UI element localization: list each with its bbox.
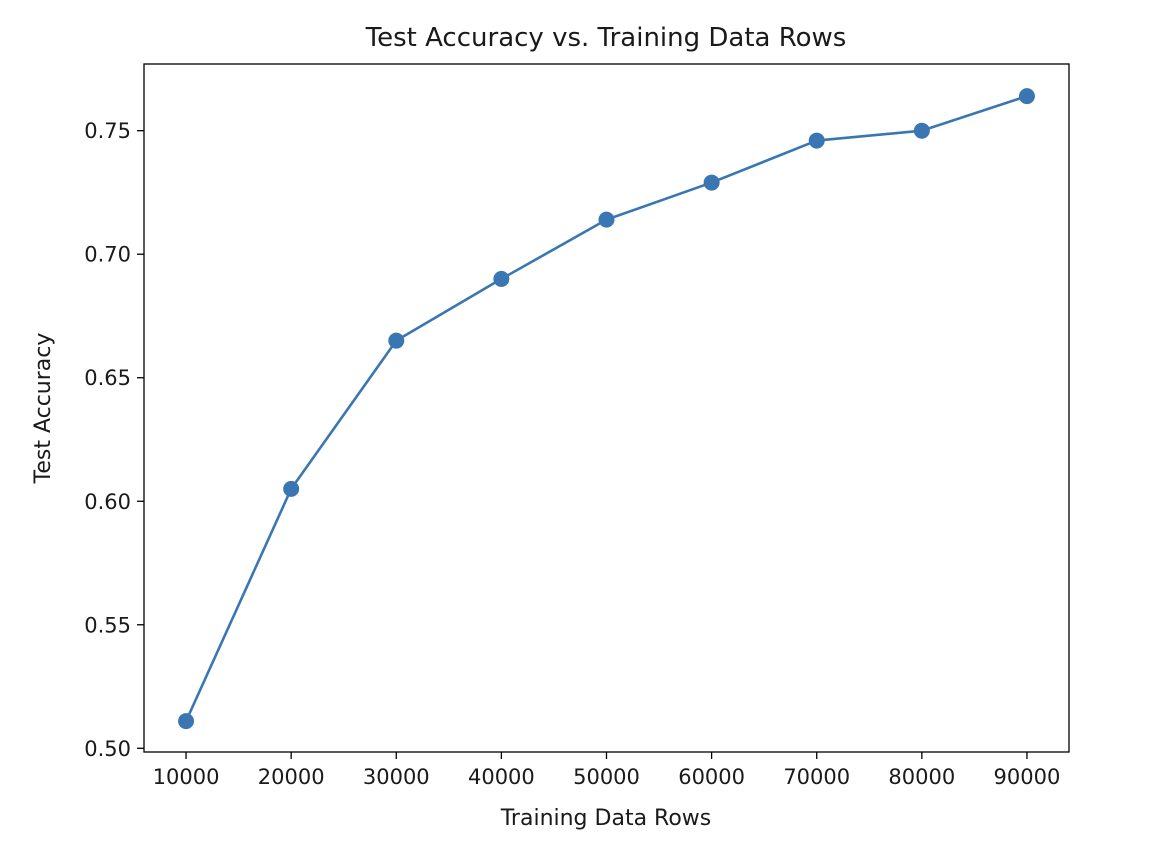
x-axis-title: Training Data Rows [500,806,712,831]
data-point [388,332,405,349]
data-point [178,713,195,730]
series-line [184,94,1028,722]
x-tick-label: 40000 [468,765,535,789]
y-tick-label: 0.65 [84,366,131,390]
x-tick-label: 10000 [153,765,220,789]
chart-title: Test Accuracy vs. Training Data Rows [365,23,847,53]
data-point [703,174,720,191]
y-axis: 0.50 0.55 0.60 0.65 0.70 0.75 [84,119,144,761]
data-point [913,122,930,139]
x-tick-label: 90000 [994,765,1061,789]
data-point [1018,88,1035,105]
y-tick-label: 0.70 [84,243,131,267]
data-point [808,132,825,149]
y-tick-label: 0.55 [84,613,131,637]
x-tick-label: 20000 [258,765,325,789]
data-point [493,270,510,287]
y-tick-label: 0.75 [84,119,131,143]
y-tick-label: 0.50 [84,737,131,761]
x-tick-label: 60000 [678,765,745,789]
y-tick-label: 0.60 [84,490,131,514]
x-tick-label: 30000 [363,765,430,789]
series-layer [178,88,1035,730]
data-point [598,211,615,228]
x-tick-label: 50000 [573,765,640,789]
data-point [283,480,300,497]
x-axis: 10000 20000 30000 40000 50000 60000 70000 80000… [153,752,1061,789]
x-tick-label: 70000 [783,765,850,789]
plot-frame [143,63,1070,753]
y-axis-title: Test Accuracy [31,333,56,485]
x-tick-label: 80000 [888,765,955,789]
